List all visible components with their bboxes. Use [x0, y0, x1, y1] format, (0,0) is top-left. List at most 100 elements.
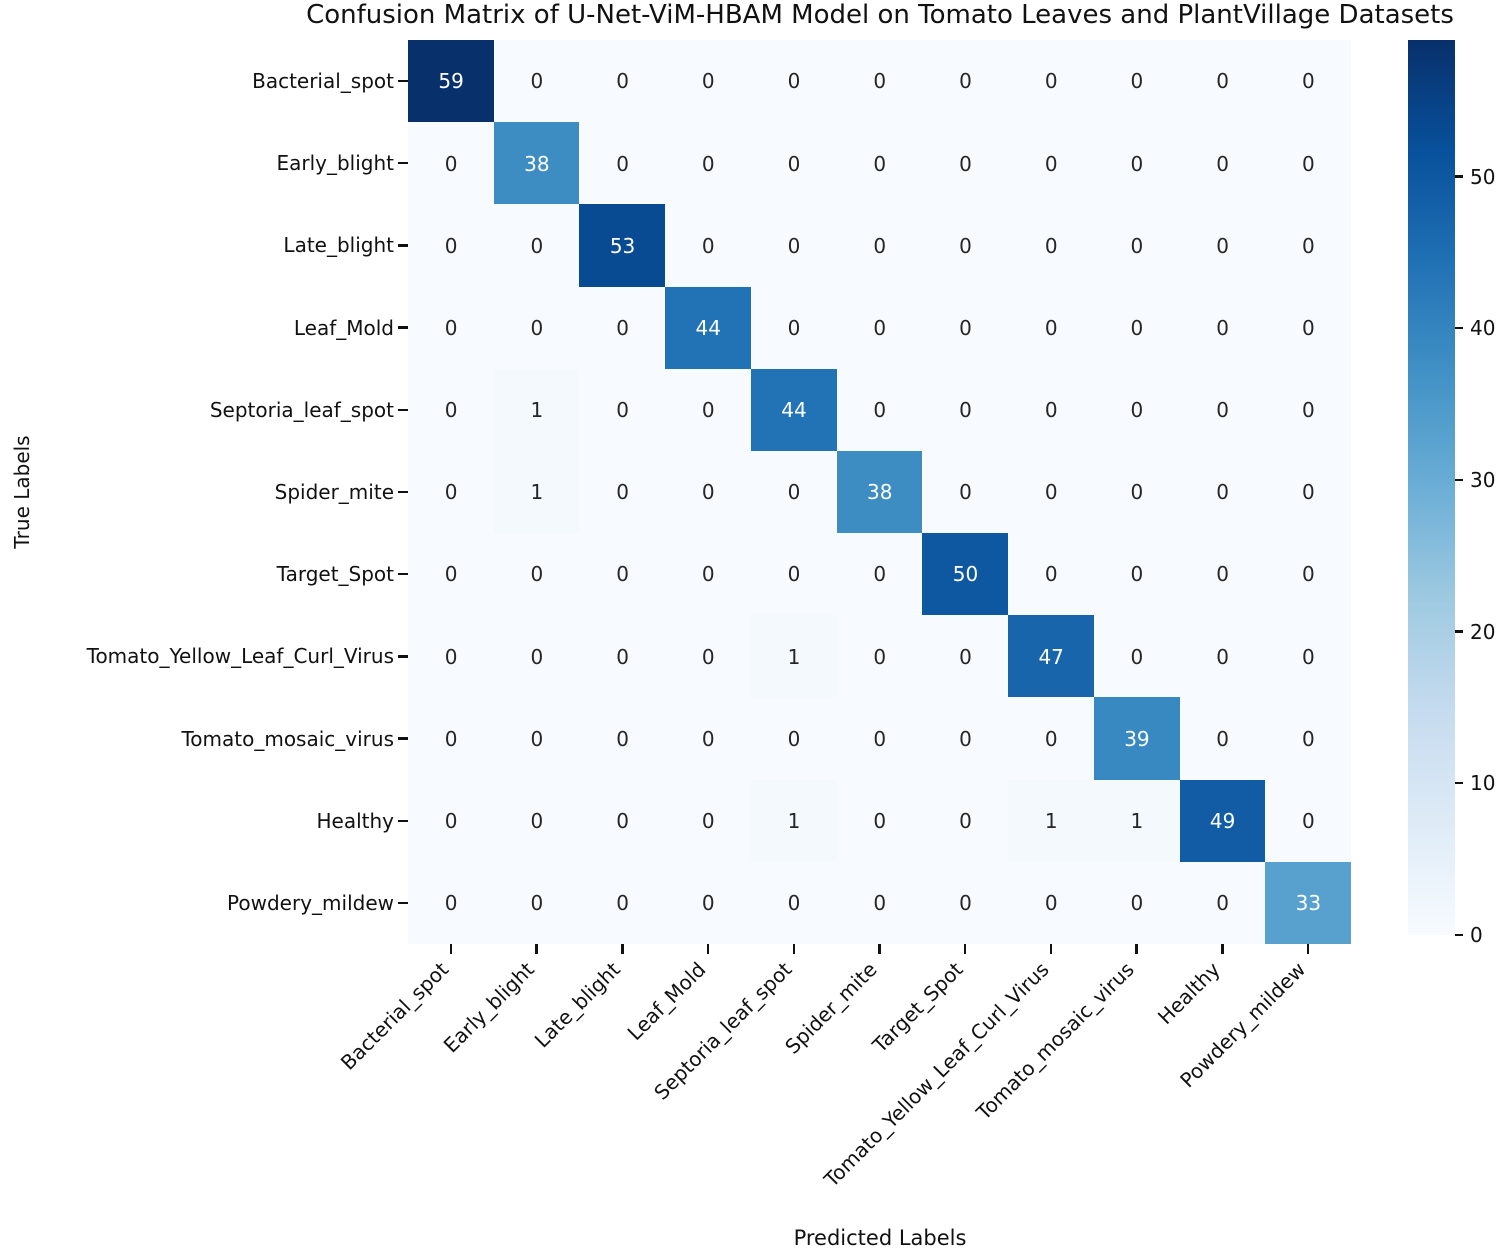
heatmap-cell: 0	[1265, 286, 1352, 370]
heatmap-cell: 0	[750, 697, 838, 781]
heatmap-cell: 1	[750, 615, 838, 698]
y-tick-mark	[398, 244, 408, 247]
cell-value: 0	[1302, 69, 1315, 94]
cell-value: 0	[616, 726, 629, 751]
cell-value: 0	[444, 151, 458, 176]
cell-value: 47	[1038, 644, 1064, 669]
cell-value: 0	[959, 69, 972, 94]
cell-value: 1	[1130, 808, 1144, 833]
y-tick-mark	[398, 79, 408, 83]
cell-value: 1	[1044, 808, 1058, 833]
cell-value: 0	[1302, 315, 1315, 340]
heatmap-cell: 0	[1093, 861, 1181, 945]
cell-value: 0	[616, 480, 629, 505]
colorbar-tick-label: 0	[1470, 923, 1483, 947]
heatmap-cell: 0	[750, 450, 838, 534]
heatmap-cell: 0	[408, 450, 495, 534]
cell-value: 0	[787, 69, 801, 94]
cell-value: 0	[959, 315, 972, 340]
y-tick-label: Leaf_Mold	[293, 315, 394, 340]
cell-value: 0	[787, 562, 801, 587]
cell-value: 0	[873, 726, 887, 751]
heatmap-cell: 0	[836, 533, 923, 616]
heatmap-cell: 0	[665, 40, 752, 123]
heatmap-cell: 0	[579, 533, 666, 616]
x-tick-mark	[1221, 944, 1224, 954]
cell-value: 0	[444, 726, 458, 751]
x-tick-mark	[1306, 944, 1310, 954]
heatmap-cell: 0	[1265, 697, 1352, 781]
cell-value: 0	[1216, 151, 1229, 176]
heatmap-cell: 0	[579, 40, 666, 123]
cell-value: 0	[959, 808, 972, 833]
heatmap-cell: 0	[1093, 204, 1181, 288]
x-tick-mark	[535, 944, 538, 954]
cell-value: 44	[695, 315, 721, 340]
heatmap-cell: 0	[922, 861, 1009, 945]
cell-value: 0	[959, 726, 972, 751]
y-tick-label: Spider_mite	[274, 480, 394, 504]
cell-value: 0	[873, 562, 887, 587]
heatmap-cell: 0	[922, 779, 1009, 863]
heatmap-cell: 0	[922, 204, 1009, 288]
heatmap-cell: 33	[1265, 861, 1352, 945]
y-tick-label: Late_blight	[283, 233, 394, 258]
y-tick-mark	[398, 901, 408, 905]
x-tick-label: Tomato_mosaic_virus	[971, 957, 1139, 1125]
cell-value: 0	[959, 891, 972, 916]
cell-value: 0	[530, 562, 544, 587]
cell-value: 0	[1216, 891, 1229, 916]
cell-value: 1	[787, 644, 801, 669]
heatmap-cell: 0	[1179, 533, 1266, 616]
heatmap-cell: 38	[493, 122, 580, 205]
y-tick-label: Tomato_Yellow_Leaf_Curl_Virus	[86, 644, 394, 669]
heatmap-cell: 0	[579, 697, 666, 781]
heatmap-cell: 49	[1179, 779, 1266, 863]
cell-value: 0	[1302, 808, 1315, 833]
cell-value: 0	[787, 891, 801, 916]
heatmap-cell: 0	[1179, 697, 1266, 781]
heatmap-cell: 0	[1179, 286, 1266, 370]
cell-value: 0	[1044, 69, 1058, 94]
heatmap-cell: 0	[1265, 450, 1352, 534]
heatmap-cell: 0	[922, 450, 1009, 534]
cell-value: 0	[1216, 480, 1229, 505]
heatmap-cell: 0	[579, 286, 666, 370]
cell-value: 0	[873, 69, 887, 94]
heatmap-cell: 1	[1093, 779, 1181, 863]
cell-value: 0	[1130, 69, 1144, 94]
cell-value: 0	[701, 644, 715, 669]
heatmap-cell: 0	[836, 368, 923, 452]
heatmap-cell: 0	[493, 286, 580, 370]
cell-value: 0	[616, 315, 629, 340]
heatmap-cell: 0	[750, 533, 838, 616]
cell-value: 0	[1044, 233, 1058, 258]
cell-value: 0	[616, 562, 629, 587]
heatmap-cell: 0	[579, 779, 666, 863]
cell-value: 1	[530, 398, 544, 423]
x-tick-mark	[621, 944, 624, 954]
colorbar-tick-mark	[1455, 478, 1463, 482]
heatmap-cell: 0	[750, 286, 838, 370]
heatmap-cell: 0	[836, 779, 923, 863]
heatmap-cell: 0	[1008, 40, 1095, 123]
heatmap-cell: 0	[1008, 368, 1095, 452]
colorbar-tick-mark	[1455, 327, 1463, 330]
y-tick-mark	[398, 737, 408, 740]
y-tick-mark	[398, 162, 408, 165]
cell-value: 0	[701, 808, 715, 833]
cell-value: 0	[1130, 398, 1144, 423]
heatmap-cell: 0	[1265, 40, 1352, 123]
cell-value: 0	[1044, 480, 1058, 505]
y-tick-mark	[398, 326, 408, 329]
heatmap-cell: 0	[922, 40, 1009, 123]
x-tick-label: Healthy	[1152, 957, 1225, 1030]
cell-value: 0	[530, 891, 544, 916]
y-axis-label: True Labels	[10, 435, 34, 549]
heatmap-grid: 59 0 0 0 0 0 0 0 0 0 0 0 38 0 0 0 0 0 0 0 0 0 0 0 53 0 0 0 0 0 0 0 0 0 0 0 4…	[408, 40, 1352, 945]
cell-value: 0	[1216, 562, 1229, 587]
colorbar-gradient	[1408, 40, 1455, 935]
y-tick-label: Septoria_leaf_spot	[209, 397, 394, 422]
heatmap-cell: 0	[408, 533, 495, 616]
